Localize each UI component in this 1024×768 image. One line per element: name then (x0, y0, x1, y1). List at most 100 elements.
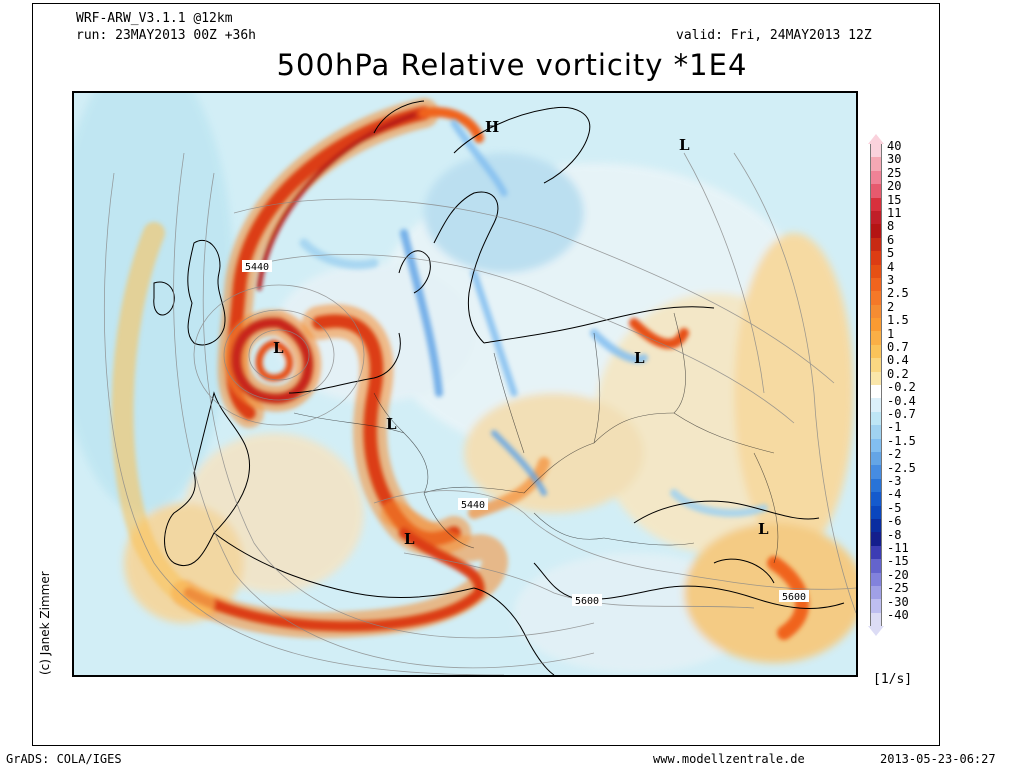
legend-swatch (870, 465, 882, 479)
legend-swatch (870, 210, 882, 225)
legend-swatch (870, 358, 882, 372)
legend-tick-label: 3 (887, 273, 895, 287)
legend-tick-label: 2 (887, 299, 895, 314)
legend-swatch (870, 157, 882, 171)
legend-tick-label: -25 (887, 581, 909, 596)
low-pressure-marker: L (404, 530, 415, 548)
legend-swatch (870, 411, 882, 426)
legend-tick-label: 6 (887, 232, 895, 247)
low-pressure-marker: L (758, 520, 769, 538)
legend-tick-label: -3 (887, 474, 902, 488)
contour-label: 5440 (245, 262, 269, 273)
country-borders (293, 312, 779, 564)
legend-swatches (868, 144, 884, 627)
legend-swatch (870, 251, 882, 265)
generation-timestamp: 2013-05-23-06:27 (880, 752, 996, 766)
low-pressure-marker: L (386, 415, 397, 433)
legend-tick-label: -30 (887, 594, 909, 609)
legend-tick-label: -1 (887, 420, 902, 435)
legend-swatch (870, 304, 882, 319)
legend-swatch (870, 344, 882, 359)
color-scale-legend (868, 134, 884, 637)
valid-time-label: valid: Fri, 24MAY2013 12Z (676, 28, 872, 43)
legend-swatch (870, 264, 882, 278)
legend-tick-label: 15 (887, 192, 902, 207)
legend-tick-label: -20 (887, 567, 909, 582)
legend-swatch (870, 451, 882, 466)
legend-top-arrow (868, 134, 884, 144)
legend-tick-label: 11 (887, 206, 902, 220)
legend-bottom-arrow (868, 626, 884, 637)
legend-swatch (870, 505, 882, 519)
legend-swatch (870, 438, 882, 452)
high-pressure-marker: H (485, 118, 499, 136)
low-pressure-marker: L (273, 339, 284, 357)
geopotential-contours (103, 152, 856, 675)
legend-tick-label: -2.5 (887, 460, 916, 475)
legend-swatch (870, 318, 882, 332)
legend-tick-label: -11 (887, 541, 909, 555)
pressure-system-markers: H L L L L L L (273, 118, 769, 548)
legend-swatch (870, 224, 882, 238)
legend-swatch (870, 237, 882, 252)
legend-swatch (870, 599, 882, 613)
website-url: www.modellzentrale.de (653, 752, 805, 766)
run-label: run: 23MAY2013 00Z +36h (76, 28, 257, 43)
legend-tick-label: -15 (887, 554, 909, 569)
legend-tick-label: 5 (887, 246, 895, 261)
legend-tick-label: 40 (887, 139, 902, 153)
legend-tick-label: 0.7 (887, 340, 909, 354)
contour-label: 5600 (782, 592, 806, 603)
software-credit: GrADS: COLA/IGES (6, 752, 122, 766)
copyright-credit: (c) Janek Zimmer (38, 571, 52, 675)
legend-tick-label: -0.2 (887, 380, 916, 395)
legend-tick-label: 25 (887, 165, 902, 180)
legend-tick-label: 1 (887, 326, 895, 341)
legend-swatch (870, 291, 882, 305)
legend-tick-label: 20 (887, 179, 902, 194)
legend-swatch (870, 559, 882, 573)
legend-tick-label: -4 (887, 487, 902, 502)
legend-tick-label: 2.5 (887, 286, 909, 301)
model-label: WRF-ARW_V3.1.1 @12km (76, 11, 233, 26)
legend-tick-label: -0.4 (887, 393, 916, 408)
legend-tick-label: 0.2 (887, 366, 909, 381)
legend-tick-label: 30 (887, 152, 902, 167)
legend-swatch (870, 371, 882, 386)
legend-swatch (870, 385, 882, 399)
low-pressure-marker: L (679, 136, 690, 154)
legend-swatch (870, 518, 882, 533)
legend-swatch (870, 585, 882, 600)
legend-tick-label: -2 (887, 447, 902, 462)
vorticity-map: 5440 5440 5600 5600 H L L L L L L (72, 91, 858, 677)
legend-tick-label: 4 (887, 259, 895, 274)
legend-swatch (870, 545, 882, 560)
plot-frame (32, 3, 940, 746)
legend-tick-label: -5 (887, 500, 902, 515)
low-pressure-marker: L (634, 349, 645, 367)
legend-tick-label: -6 (887, 514, 902, 529)
negative-vorticity-streaks (299, 119, 768, 517)
legend-swatch (870, 532, 882, 546)
legend-tick-label: -1.5 (887, 433, 916, 448)
legend-tick-label: 0.4 (887, 353, 909, 368)
chart-title: 500hPa Relative vorticity *1E4 (276, 48, 748, 82)
legend-swatch (870, 170, 882, 185)
legend-tick-label: 8 (887, 219, 895, 234)
legend-swatch (870, 144, 882, 158)
legend-swatch (870, 425, 882, 439)
legend-tick-label: 1.5 (887, 313, 909, 328)
legend-swatch (870, 478, 882, 493)
legend-swatch (870, 398, 882, 412)
legend-tick-label: -40 (887, 608, 909, 622)
coastlines (153, 100, 845, 675)
legend-swatch (870, 277, 882, 292)
legend-swatch (870, 572, 882, 586)
legend-units: [1/s] (873, 672, 913, 687)
contour-labels: 5440 5440 5600 5600 (242, 260, 809, 607)
legend-swatch (870, 492, 882, 506)
contour-label: 5600 (575, 596, 599, 607)
legend-tick-label: -0.7 (887, 407, 916, 421)
legend-swatch (870, 612, 882, 627)
legend-swatch (870, 197, 882, 211)
